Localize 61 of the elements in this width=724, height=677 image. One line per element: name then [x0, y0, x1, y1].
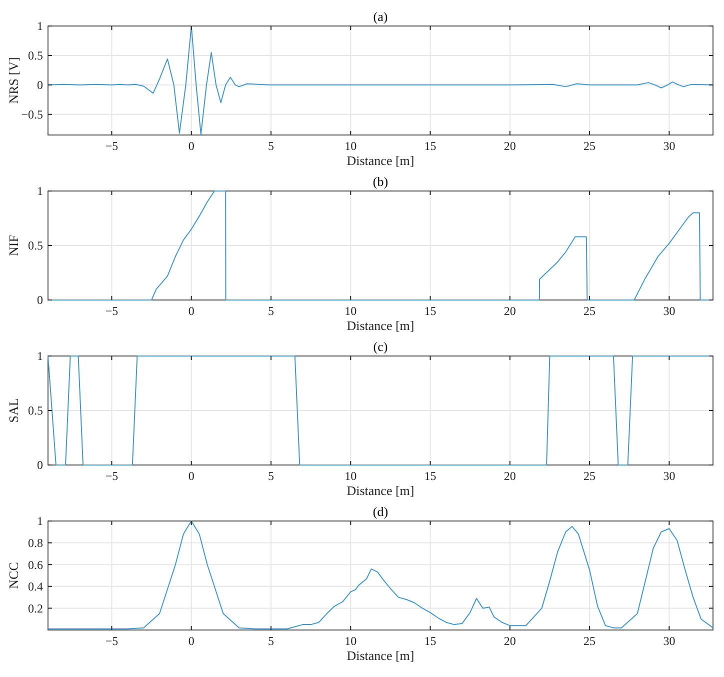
- y-axis-title: NIF: [6, 235, 21, 256]
- x-tick-label: −5: [105, 139, 118, 153]
- x-tick-label: 10: [344, 139, 357, 153]
- chart-title: (a): [373, 9, 388, 24]
- x-tick-label: 30: [663, 304, 676, 318]
- y-axis-title: SAL: [6, 398, 21, 423]
- x-tick-label: −5: [105, 634, 118, 648]
- x-tick-label: 0: [188, 139, 194, 153]
- x-tick-label: −5: [105, 304, 118, 318]
- line-series: [48, 26, 714, 135]
- x-tick-label: 30: [663, 139, 676, 153]
- y-axis-title: NCC: [6, 562, 21, 589]
- x-tick-label: 5: [268, 304, 274, 318]
- x-tick-label: 15: [424, 469, 436, 483]
- line-series: [48, 520, 714, 630]
- x-tick-label: 5: [268, 139, 274, 153]
- y-tick-label: 0.6: [28, 558, 43, 572]
- x-tick-label: 0: [188, 634, 194, 648]
- x-tick-label: 15: [424, 304, 436, 318]
- x-tick-label: 10: [344, 469, 357, 483]
- x-tick-label: 5: [268, 634, 274, 648]
- y-tick-label: 0.2: [28, 601, 43, 616]
- x-tick-label: 5: [268, 469, 274, 483]
- x-axis-title: Distance [m]: [346, 318, 414, 333]
- y-axis-title: NRS [V]: [6, 57, 21, 104]
- x-tick-label: 30: [663, 469, 676, 483]
- x-tick-label: 0: [188, 304, 194, 318]
- y-tick-label: 1: [37, 184, 43, 198]
- y-tick-label: 0.5: [28, 238, 43, 253]
- chart-title: (d): [372, 504, 388, 519]
- x-tick-label: 25: [584, 634, 596, 648]
- x-tick-label: 25: [584, 139, 596, 153]
- y-tick-label: 0: [37, 293, 43, 308]
- chart-title: (c): [373, 339, 388, 354]
- y-tick-label: 0: [37, 78, 43, 92]
- y-tick-label: 1: [37, 349, 43, 364]
- x-tick-label: 10: [344, 304, 357, 318]
- x-tick-label: 25: [584, 469, 596, 483]
- y-tick-label: −0.5: [21, 108, 43, 122]
- x-axis-title: Distance [m]: [346, 483, 414, 498]
- x-tick-label: 25: [584, 304, 596, 318]
- x-tick-label: 0: [188, 469, 194, 483]
- y-tick-label: 0.4: [28, 580, 43, 594]
- y-tick-label: 1: [37, 514, 43, 528]
- x-axis-title: Distance [m]: [346, 153, 414, 168]
- x-tick-label: 20: [504, 469, 516, 483]
- x-tick-label: 10: [344, 634, 357, 648]
- x-tick-label: 20: [504, 304, 516, 318]
- y-tick-label: 0: [37, 458, 43, 472]
- y-tick-label: 1: [37, 19, 43, 34]
- y-tick-label: 0.5: [28, 48, 43, 63]
- x-tick-label: 15: [424, 634, 436, 648]
- y-tick-label: 0.8: [28, 536, 43, 550]
- y-tick-label: 0.5: [28, 404, 43, 418]
- x-tick-label: 30: [663, 634, 676, 648]
- x-tick-label: −5: [105, 469, 118, 483]
- x-tick-label: 20: [504, 634, 516, 648]
- chart-title: (b): [372, 174, 388, 189]
- x-tick-label: 15: [424, 139, 436, 153]
- x-tick-label: 20: [504, 139, 516, 153]
- x-axis-title: Distance [m]: [346, 648, 414, 663]
